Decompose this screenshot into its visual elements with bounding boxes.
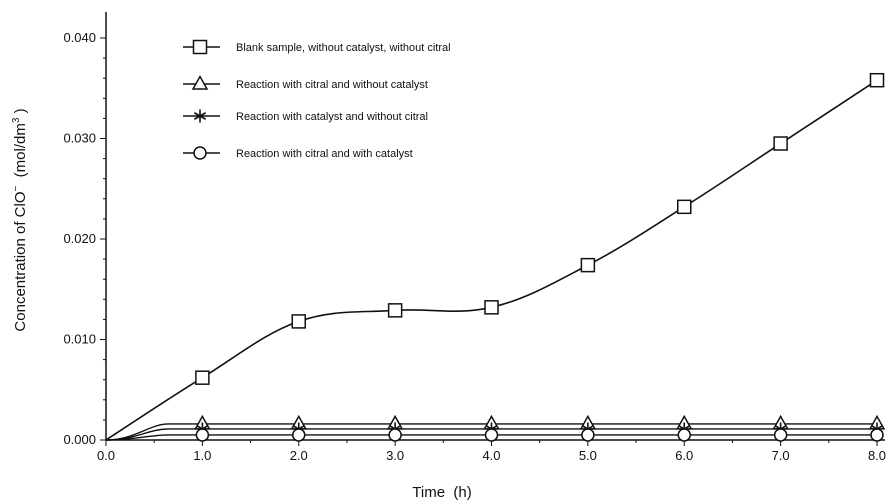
data-point-square	[580, 257, 596, 273]
x-tick-label: 5.0	[579, 448, 597, 463]
legend-marker-triangle	[191, 74, 209, 90]
y-tick-label: 0.010	[63, 332, 96, 347]
data-point-square	[869, 72, 885, 88]
series-line	[105, 434, 877, 441]
x-axis-label: Time (h)	[412, 484, 471, 500]
data-point-square	[195, 370, 210, 385]
legend-marker-circle	[193, 146, 207, 160]
axes	[105, 12, 885, 441]
series-square	[105, 72, 885, 441]
y-axis-label-unit-close: )	[12, 108, 29, 117]
legend: Blank sample, without catalyst, without …	[183, 39, 451, 160]
legend-item: Reaction with citral and with catalyst	[183, 146, 413, 160]
x-tick-label: 2.0	[290, 448, 308, 463]
legend-label: Reaction with citral and without catalys…	[236, 79, 428, 91]
legend-item: Reaction with catalyst and without citra…	[183, 109, 428, 123]
legend-marker-square	[192, 39, 208, 55]
data-point-square	[773, 136, 788, 151]
y-axis-label-superscript: −	[11, 186, 22, 192]
data-point-square	[291, 314, 306, 329]
series-circle	[105, 428, 884, 442]
x-tick-label: 1.0	[193, 448, 211, 463]
series-line	[105, 79, 878, 441]
x-tick-label: 6.0	[675, 448, 693, 463]
data-point-square	[677, 199, 692, 215]
legend-label: Blank sample, without catalyst, without …	[236, 42, 451, 54]
y-axis-label-unit: (mol/dm	[12, 123, 29, 186]
data-point-circle	[388, 428, 402, 442]
y-axis-label-main: Concentration of ClO	[12, 192, 29, 332]
legend-label: Reaction with catalyst and without citra…	[236, 111, 428, 123]
x-axis-ticks: 0.0 1.0 2.0 3.0 4.0 5.0 6.0 7.0 8.0	[97, 440, 886, 463]
data-point-circle	[773, 428, 788, 442]
y-axis-label: Concentration of ClO− (mol/dm3 )	[11, 108, 29, 331]
y-tick-label: 0.000	[63, 432, 96, 447]
data-point-circle	[484, 428, 499, 442]
y-axis-ticks: 0.000 0.010 0.020 0.030 0.040	[63, 30, 106, 447]
x-tick-label: 4.0	[482, 448, 500, 463]
data-point-circle	[292, 428, 306, 442]
x-tick-label: 0.0	[97, 448, 115, 463]
legend-label: Reaction with citral and with catalyst	[236, 148, 413, 160]
series-group	[105, 72, 886, 442]
data-point-circle	[195, 428, 210, 442]
data-point-square	[484, 300, 499, 315]
data-point-square	[387, 303, 403, 318]
x-tick-label: 8.0	[868, 448, 886, 463]
y-tick-label: 0.040	[63, 30, 96, 45]
legend-item: Reaction with citral and without catalys…	[183, 74, 428, 91]
y-axis-label-unit-superscript: 3	[11, 117, 22, 123]
data-point-circle	[581, 428, 595, 442]
x-tick-label: 3.0	[386, 448, 404, 463]
y-tick-label: 0.030	[63, 131, 96, 146]
data-point-circle	[677, 428, 691, 442]
y-tick-label: 0.020	[63, 231, 96, 246]
legend-marker-asterisk	[193, 109, 207, 123]
x-tick-label: 7.0	[772, 448, 790, 463]
data-point-circle	[870, 428, 884, 442]
legend-item: Blank sample, without catalyst, without …	[183, 39, 451, 55]
